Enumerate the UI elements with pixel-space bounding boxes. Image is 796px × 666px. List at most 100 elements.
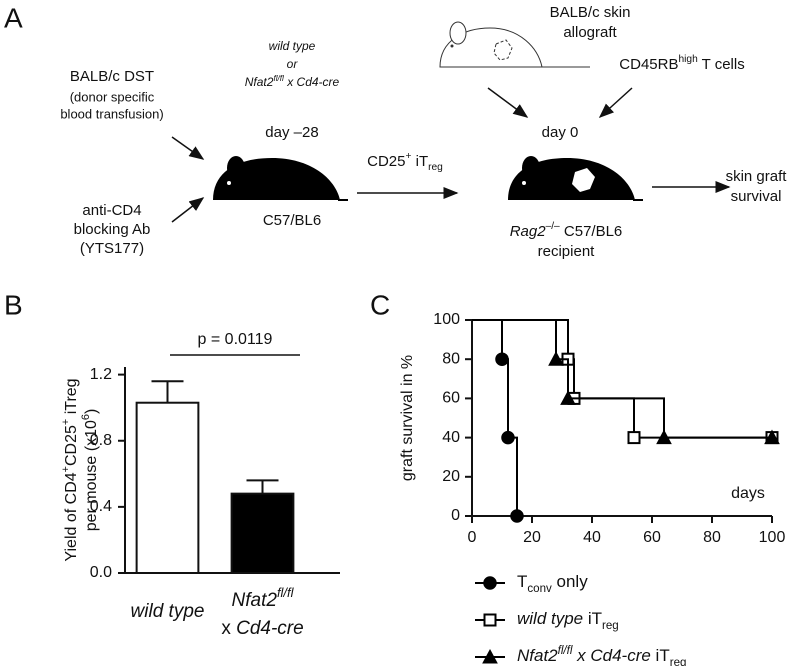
- text-part: Nfat2: [245, 75, 274, 89]
- legend-marker: [483, 576, 497, 590]
- genotype-text: or: [287, 57, 299, 71]
- text-part: reg: [602, 620, 619, 632]
- x-tick-label: wild type: [131, 601, 205, 622]
- point: [560, 390, 576, 405]
- text-part: –/–: [546, 221, 560, 232]
- x-tick-label: x Cd4-cre: [221, 618, 303, 639]
- point: [501, 430, 515, 445]
- survival-line: [472, 319, 772, 439]
- x-tick-label: 60: [643, 529, 661, 546]
- y-tick-label: 40: [442, 429, 460, 446]
- point: [627, 431, 641, 445]
- y-tick-label: 100: [433, 311, 460, 328]
- outcome-text: skin graft: [726, 168, 788, 185]
- text-part: Cd4-cre: [236, 618, 304, 639]
- text-part: wild type: [131, 601, 205, 622]
- survival-line: [472, 319, 772, 439]
- text-part: CD25: [63, 425, 80, 466]
- text-part: iT: [651, 646, 670, 665]
- text-part: fl/fl: [273, 74, 284, 83]
- text-part: +: [60, 419, 72, 425]
- y-tick-label: 1.2: [90, 366, 112, 383]
- strain-text: C57/BL6: [263, 212, 321, 229]
- point: [495, 352, 509, 366]
- transfer-text: CD25+ iTreg: [367, 151, 443, 173]
- legend-label: Tconv only: [517, 572, 588, 595]
- panel-label: B: [4, 289, 23, 320]
- legend-label: Nfat2fl/fl x Cd4-cre iTreg: [517, 645, 686, 666]
- point: [548, 351, 564, 366]
- y-tick-label: 0.8: [90, 432, 112, 449]
- mouse-graft-icon: [508, 156, 643, 201]
- dst-text: BALB/c DST: [70, 68, 154, 85]
- x-axis-label: days: [731, 485, 765, 502]
- y-tick-label: 80: [442, 350, 460, 367]
- x-tick-label: 80: [703, 529, 721, 546]
- point: [764, 429, 780, 445]
- text-part: x Cd4-cre: [572, 646, 650, 665]
- text-part: per mouse (x10: [83, 420, 100, 531]
- text-part: conv: [527, 583, 552, 595]
- text-part: reg: [428, 162, 443, 173]
- y-axis-label: Yield of CD4+CD25+ iTreg: [60, 378, 80, 561]
- text-part: iT: [583, 609, 602, 628]
- text-part: x Cd4-cre: [284, 75, 340, 89]
- genotype-text: Nfat2fl/fl x Cd4-cre: [245, 74, 340, 90]
- text-part: iT: [411, 153, 428, 170]
- text-part: T: [517, 572, 527, 591]
- y-axis-label: graft survival in %: [399, 355, 416, 481]
- arrow: [171, 197, 205, 223]
- text-part: iTreg: [63, 378, 80, 418]
- mouse-icon: [213, 156, 348, 201]
- text-part: C57/BL6: [560, 223, 623, 240]
- arrow: [171, 136, 205, 160]
- recipient-text: Rag2–/– C57/BL6: [510, 221, 623, 240]
- text-part: only: [552, 572, 588, 591]
- mouse-outline-icon: [439, 21, 590, 68]
- dst-text: blood transfusion): [60, 106, 163, 121]
- allograft-text: allograft: [563, 24, 617, 41]
- arrow: [598, 87, 633, 119]
- y-tick-label: 60: [442, 390, 460, 407]
- x-tick-label: 20: [523, 529, 541, 546]
- y-axis-label: per mouse (x106): [80, 409, 100, 532]
- arrow: [487, 87, 529, 118]
- text-part: fl/fl: [277, 585, 295, 600]
- panel-label: C: [370, 289, 390, 320]
- allograft-text: BALB/c skin: [550, 4, 631, 21]
- text-part: Nfat2: [232, 590, 278, 611]
- p-value: p = 0.0119: [198, 331, 273, 348]
- text-part: reg: [670, 657, 687, 666]
- text-part: x: [221, 618, 236, 639]
- text-part: CD25: [367, 153, 405, 170]
- text-part: Rag2: [510, 223, 547, 240]
- y-tick-label: 0.4: [90, 498, 112, 515]
- point: [656, 429, 672, 445]
- day-text: day 0: [542, 124, 579, 141]
- antibody-text: anti-CD4: [82, 202, 141, 219]
- text-part: Yield of CD4: [63, 472, 80, 561]
- day-text: day –28: [265, 124, 318, 141]
- text-part: wild type: [269, 39, 316, 53]
- x-tick-label: 100: [759, 529, 786, 546]
- text-part: high: [678, 54, 697, 65]
- bar: [230, 492, 295, 575]
- text-part: fl/fl: [558, 645, 573, 657]
- point: [510, 509, 524, 523]
- panel-label: A: [4, 2, 23, 33]
- genotype-text: wild type: [269, 39, 316, 53]
- antibody-text: (YTS177): [80, 240, 144, 257]
- x-tick-label: 40: [583, 529, 601, 546]
- text-part: or: [287, 57, 299, 71]
- antibody-text: blocking Ab: [74, 221, 151, 238]
- text-part: wild type: [517, 609, 583, 628]
- bar: [135, 401, 200, 574]
- legend-marker: [482, 648, 498, 664]
- y-tick-label: 0.0: [90, 564, 112, 581]
- x-tick-label: Nfat2fl/fl: [232, 585, 295, 611]
- tcell-text: CD45RBhigh T cells: [619, 54, 744, 73]
- text-part: T cells: [698, 56, 745, 73]
- text-part: +: [406, 151, 412, 162]
